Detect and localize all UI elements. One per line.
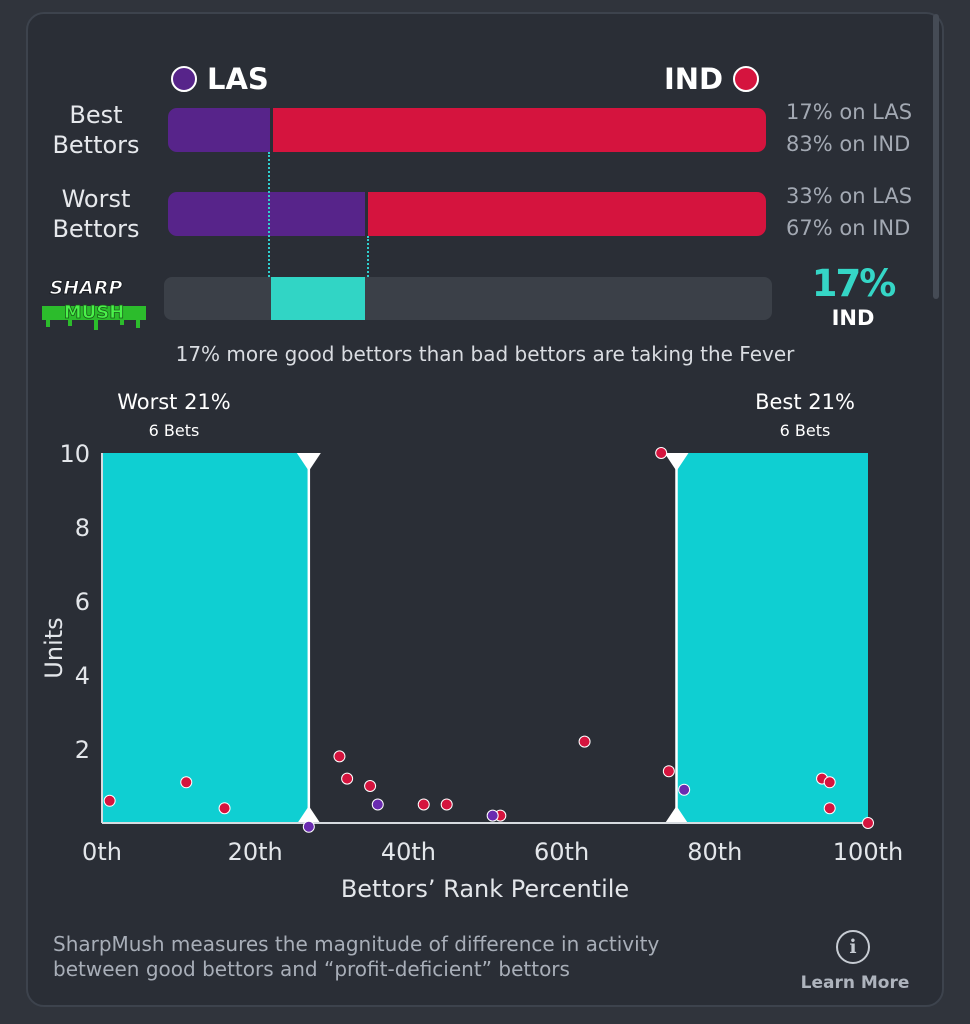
y-tick-label: 8 bbox=[75, 514, 90, 542]
data-point-las bbox=[371, 798, 384, 811]
y-axis-label: Units bbox=[40, 617, 68, 678]
worst-bettors-label-line1: Worst bbox=[61, 185, 131, 213]
data-point-ind bbox=[103, 794, 116, 807]
team-ind-code: IND bbox=[664, 62, 724, 96]
svg-text:SHARP: SHARP bbox=[50, 277, 123, 299]
worst-band-sub: 6 Bets bbox=[148, 421, 200, 440]
data-point-las bbox=[678, 783, 691, 796]
worst-split-connector bbox=[367, 236, 369, 277]
best-bettors-label: Best Bettors bbox=[40, 100, 152, 160]
best-bettors-bar bbox=[168, 108, 766, 152]
data-point-ind bbox=[364, 780, 377, 792]
sharpmush-difference-fill bbox=[270, 277, 366, 320]
best-bettors-pcts: 17% on LAS 83% on IND bbox=[786, 96, 912, 160]
band-marker-top-best bbox=[664, 453, 689, 471]
ind-color-dot bbox=[733, 66, 760, 92]
best-bettors-label-line1: Best bbox=[69, 101, 123, 129]
worst-bettors-label: Worst Bettors bbox=[40, 184, 152, 244]
sharpmush-value: 17% bbox=[811, 262, 897, 305]
scrollbar[interactable] bbox=[933, 14, 939, 299]
band-area-worst bbox=[102, 453, 309, 823]
x-tick-label: 40th bbox=[381, 838, 436, 866]
footer-description: SharpMush measures the magnitude of diff… bbox=[53, 932, 773, 982]
band-marker-bottom-worst bbox=[296, 806, 321, 824]
y-tick-label: 2 bbox=[75, 736, 90, 764]
data-point-ind bbox=[440, 798, 453, 811]
data-point-ind bbox=[341, 772, 354, 785]
svg-text:MUSH: MUSH bbox=[64, 302, 125, 323]
band-marker-bottom-best bbox=[664, 806, 689, 824]
data-point-ind bbox=[417, 798, 430, 811]
data-point-ind bbox=[333, 750, 346, 763]
data-point-las bbox=[486, 809, 499, 822]
worst-band-label: Worst 21% bbox=[117, 390, 231, 414]
band-marker-top-worst bbox=[296, 453, 321, 471]
worst-bettors-bar bbox=[168, 192, 766, 236]
worst-bettors-ind-segment bbox=[368, 192, 766, 236]
best-las-pct-text: 17% on LAS bbox=[786, 100, 913, 124]
worst-las-pct-text: 33% on LAS bbox=[786, 184, 913, 208]
sharpmush-summary: 17% more good bettors than bad bettors a… bbox=[175, 342, 795, 366]
best-band-sub: 6 Bets bbox=[779, 421, 831, 440]
sharpmush-team: IND bbox=[831, 306, 875, 330]
learn-more-link[interactable]: Learn More bbox=[800, 973, 910, 993]
y-tick-label: 10 bbox=[59, 440, 90, 468]
x-tick-label: 100th bbox=[833, 838, 903, 866]
band-area-best bbox=[676, 453, 868, 823]
best-split-connector bbox=[268, 152, 270, 277]
x-tick-label: 20th bbox=[228, 838, 283, 866]
best-bettors-label-line2: Bettors bbox=[52, 131, 140, 159]
team-las-code: LAS bbox=[207, 62, 269, 96]
data-point-ind bbox=[655, 447, 668, 459]
worst-bettors-las-segment bbox=[168, 192, 366, 236]
sharpmush-track bbox=[164, 277, 772, 320]
footer-line2: between good bettors and “profit-deficie… bbox=[53, 957, 570, 981]
best-bettors-las-segment bbox=[168, 108, 270, 152]
team-ind-header: IND bbox=[664, 62, 760, 96]
data-point-ind bbox=[662, 765, 675, 778]
worst-ind-pct-text: 67% on IND bbox=[786, 216, 911, 240]
best-band-label: Best 21% bbox=[755, 390, 855, 414]
data-point-ind bbox=[823, 802, 836, 815]
data-point-ind bbox=[862, 817, 874, 829]
data-point-ind bbox=[578, 735, 591, 748]
data-point-ind bbox=[218, 802, 231, 815]
y-tick-label: 6 bbox=[75, 588, 90, 616]
y-tick-label: 4 bbox=[75, 662, 90, 690]
data-point-ind bbox=[180, 776, 193, 789]
footer-line1: SharpMush measures the magnitude of diff… bbox=[53, 932, 660, 956]
sharpmush-logo: SHARP MUSH bbox=[42, 277, 146, 330]
best-ind-pct-text: 83% on IND bbox=[786, 132, 911, 156]
best-bettors-ind-segment bbox=[272, 108, 766, 152]
x-tick-label: 60th bbox=[534, 838, 589, 866]
x-tick-label: 80th bbox=[687, 838, 742, 866]
worst-bettors-label-line2: Bettors bbox=[52, 215, 140, 243]
info-icon[interactable]: i bbox=[836, 930, 870, 964]
team-las-header: LAS bbox=[171, 62, 269, 96]
worst-bettors-pcts: 33% on LAS 67% on IND bbox=[786, 180, 912, 244]
x-tick-label: 0th bbox=[82, 838, 122, 866]
las-color-dot bbox=[171, 66, 197, 92]
x-axis-label: Bettors’ Rank Percentile bbox=[341, 875, 629, 903]
data-point-las bbox=[302, 820, 315, 833]
data-point-ind bbox=[823, 776, 836, 789]
